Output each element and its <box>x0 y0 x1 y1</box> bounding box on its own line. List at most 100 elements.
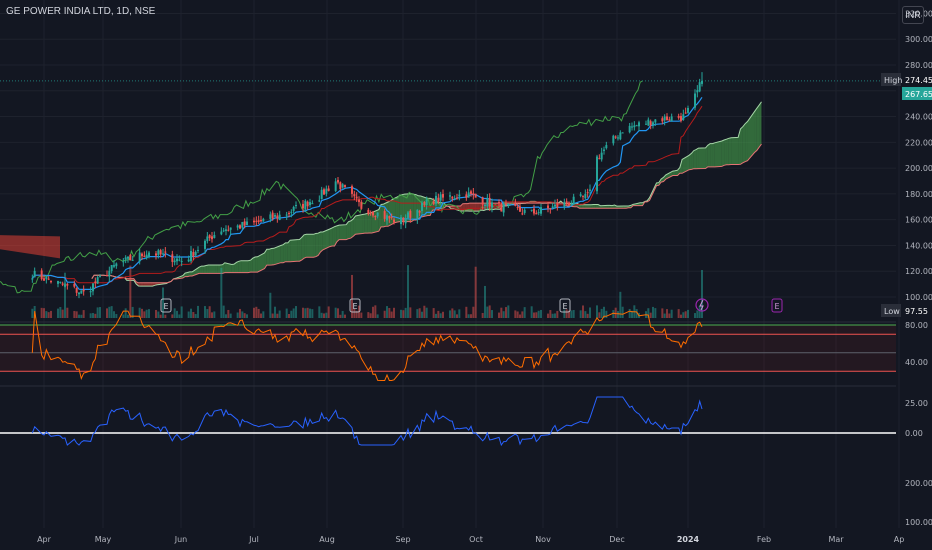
volume-bar <box>649 312 652 318</box>
cloud-segment <box>353 216 356 237</box>
candle-body <box>285 214 288 216</box>
candle-body <box>327 188 330 191</box>
cloud-segment <box>721 139 725 167</box>
candle-body <box>563 202 566 207</box>
candle-body <box>416 209 419 220</box>
currency-button[interactable]: INR <box>902 6 924 24</box>
volume-bar <box>465 306 468 318</box>
cloud-segment <box>682 155 690 174</box>
cloud-segment <box>742 123 746 163</box>
volume-bar <box>311 309 314 318</box>
volume-bar <box>367 312 370 318</box>
candle-body <box>309 202 311 206</box>
cloud-segment <box>304 234 307 259</box>
candle-body <box>654 119 657 123</box>
candle-body <box>341 184 344 188</box>
candle-body <box>516 206 519 209</box>
volume-bar <box>89 313 92 318</box>
cloud-segment <box>241 260 249 273</box>
candle-body <box>110 265 113 272</box>
volume-bar <box>484 285 486 318</box>
y-tick-label: 240.00 <box>905 113 932 122</box>
earnings-marker-label: E <box>163 302 168 311</box>
low-badge-value: 97.55 <box>905 307 928 316</box>
volume-bar <box>418 308 421 318</box>
volume-bar <box>122 314 125 318</box>
volume-bar <box>472 306 475 318</box>
candle-body <box>304 200 307 210</box>
volume-bar <box>64 272 66 318</box>
volume-bar <box>390 311 393 318</box>
cloud-segment <box>189 271 193 277</box>
candle-body <box>290 211 293 213</box>
candle-body <box>388 215 391 219</box>
candle-body <box>519 206 521 212</box>
candle-body <box>449 195 451 197</box>
cloud-segment <box>469 203 477 212</box>
cloud-segment <box>329 227 333 247</box>
volume-bar <box>260 313 262 318</box>
volume-bar <box>369 313 372 318</box>
volume-bar <box>586 313 589 318</box>
volume-bar <box>66 307 69 318</box>
candle-body <box>603 149 605 151</box>
volume-bar <box>470 314 472 318</box>
cloud-segment <box>257 252 265 273</box>
leading-span-b-line <box>91 143 762 284</box>
cloud-segment <box>595 204 599 209</box>
volume-bar <box>75 311 78 318</box>
volume-bar <box>309 308 311 318</box>
cloud-segment <box>301 234 305 260</box>
x-tick-label: Ap <box>894 535 905 544</box>
candle-body <box>178 259 181 261</box>
volume-bar <box>458 309 461 318</box>
volume-bar <box>274 306 276 318</box>
cloud-segment <box>350 219 354 239</box>
candle-body <box>57 281 59 284</box>
volume-bar <box>425 307 428 318</box>
volume-bar <box>698 305 701 318</box>
candle-body <box>339 182 342 189</box>
volume-bar <box>670 309 673 318</box>
cloud-segment <box>675 170 678 176</box>
volume-bar <box>141 308 143 318</box>
candle-body <box>456 197 458 199</box>
volume-bar <box>82 310 85 318</box>
candle-body <box>274 215 276 217</box>
cloud-segment <box>199 266 202 274</box>
high-badge-value-bg <box>902 73 932 86</box>
event-icon-ring <box>695 298 709 312</box>
candle-body <box>337 179 339 183</box>
cloud-segment <box>693 149 697 169</box>
cloud-segment <box>691 150 694 170</box>
candle-body <box>649 121 652 126</box>
volume-bar <box>421 311 423 318</box>
cloud-segment <box>322 229 330 250</box>
rsi-band-fill <box>0 325 896 372</box>
candle-body <box>668 119 671 121</box>
osc-line <box>31 396 703 447</box>
y-tick-label: 280.00 <box>905 61 932 70</box>
volume-bar <box>582 305 584 318</box>
base-line <box>31 105 703 284</box>
volume-bar <box>533 312 535 318</box>
volume-tick-label: 100.00 <box>905 518 932 527</box>
candle-body <box>78 292 80 295</box>
volume-bar <box>197 305 199 318</box>
candle-body <box>572 196 575 205</box>
cloud-segment <box>724 139 727 166</box>
candle-body <box>108 270 111 277</box>
cloud-segment <box>607 205 610 209</box>
last-price-badge-value: 267.65 <box>905 90 932 99</box>
volume-bar <box>453 310 456 318</box>
volume-bar <box>344 314 346 318</box>
cloud-segment <box>714 141 722 167</box>
y-tick-label: 200.00 <box>905 164 932 173</box>
volume-bar <box>59 306 62 318</box>
candle-body <box>325 188 328 194</box>
volume-bar <box>73 310 76 318</box>
candle-body <box>584 193 587 199</box>
volume-bar <box>572 310 575 318</box>
